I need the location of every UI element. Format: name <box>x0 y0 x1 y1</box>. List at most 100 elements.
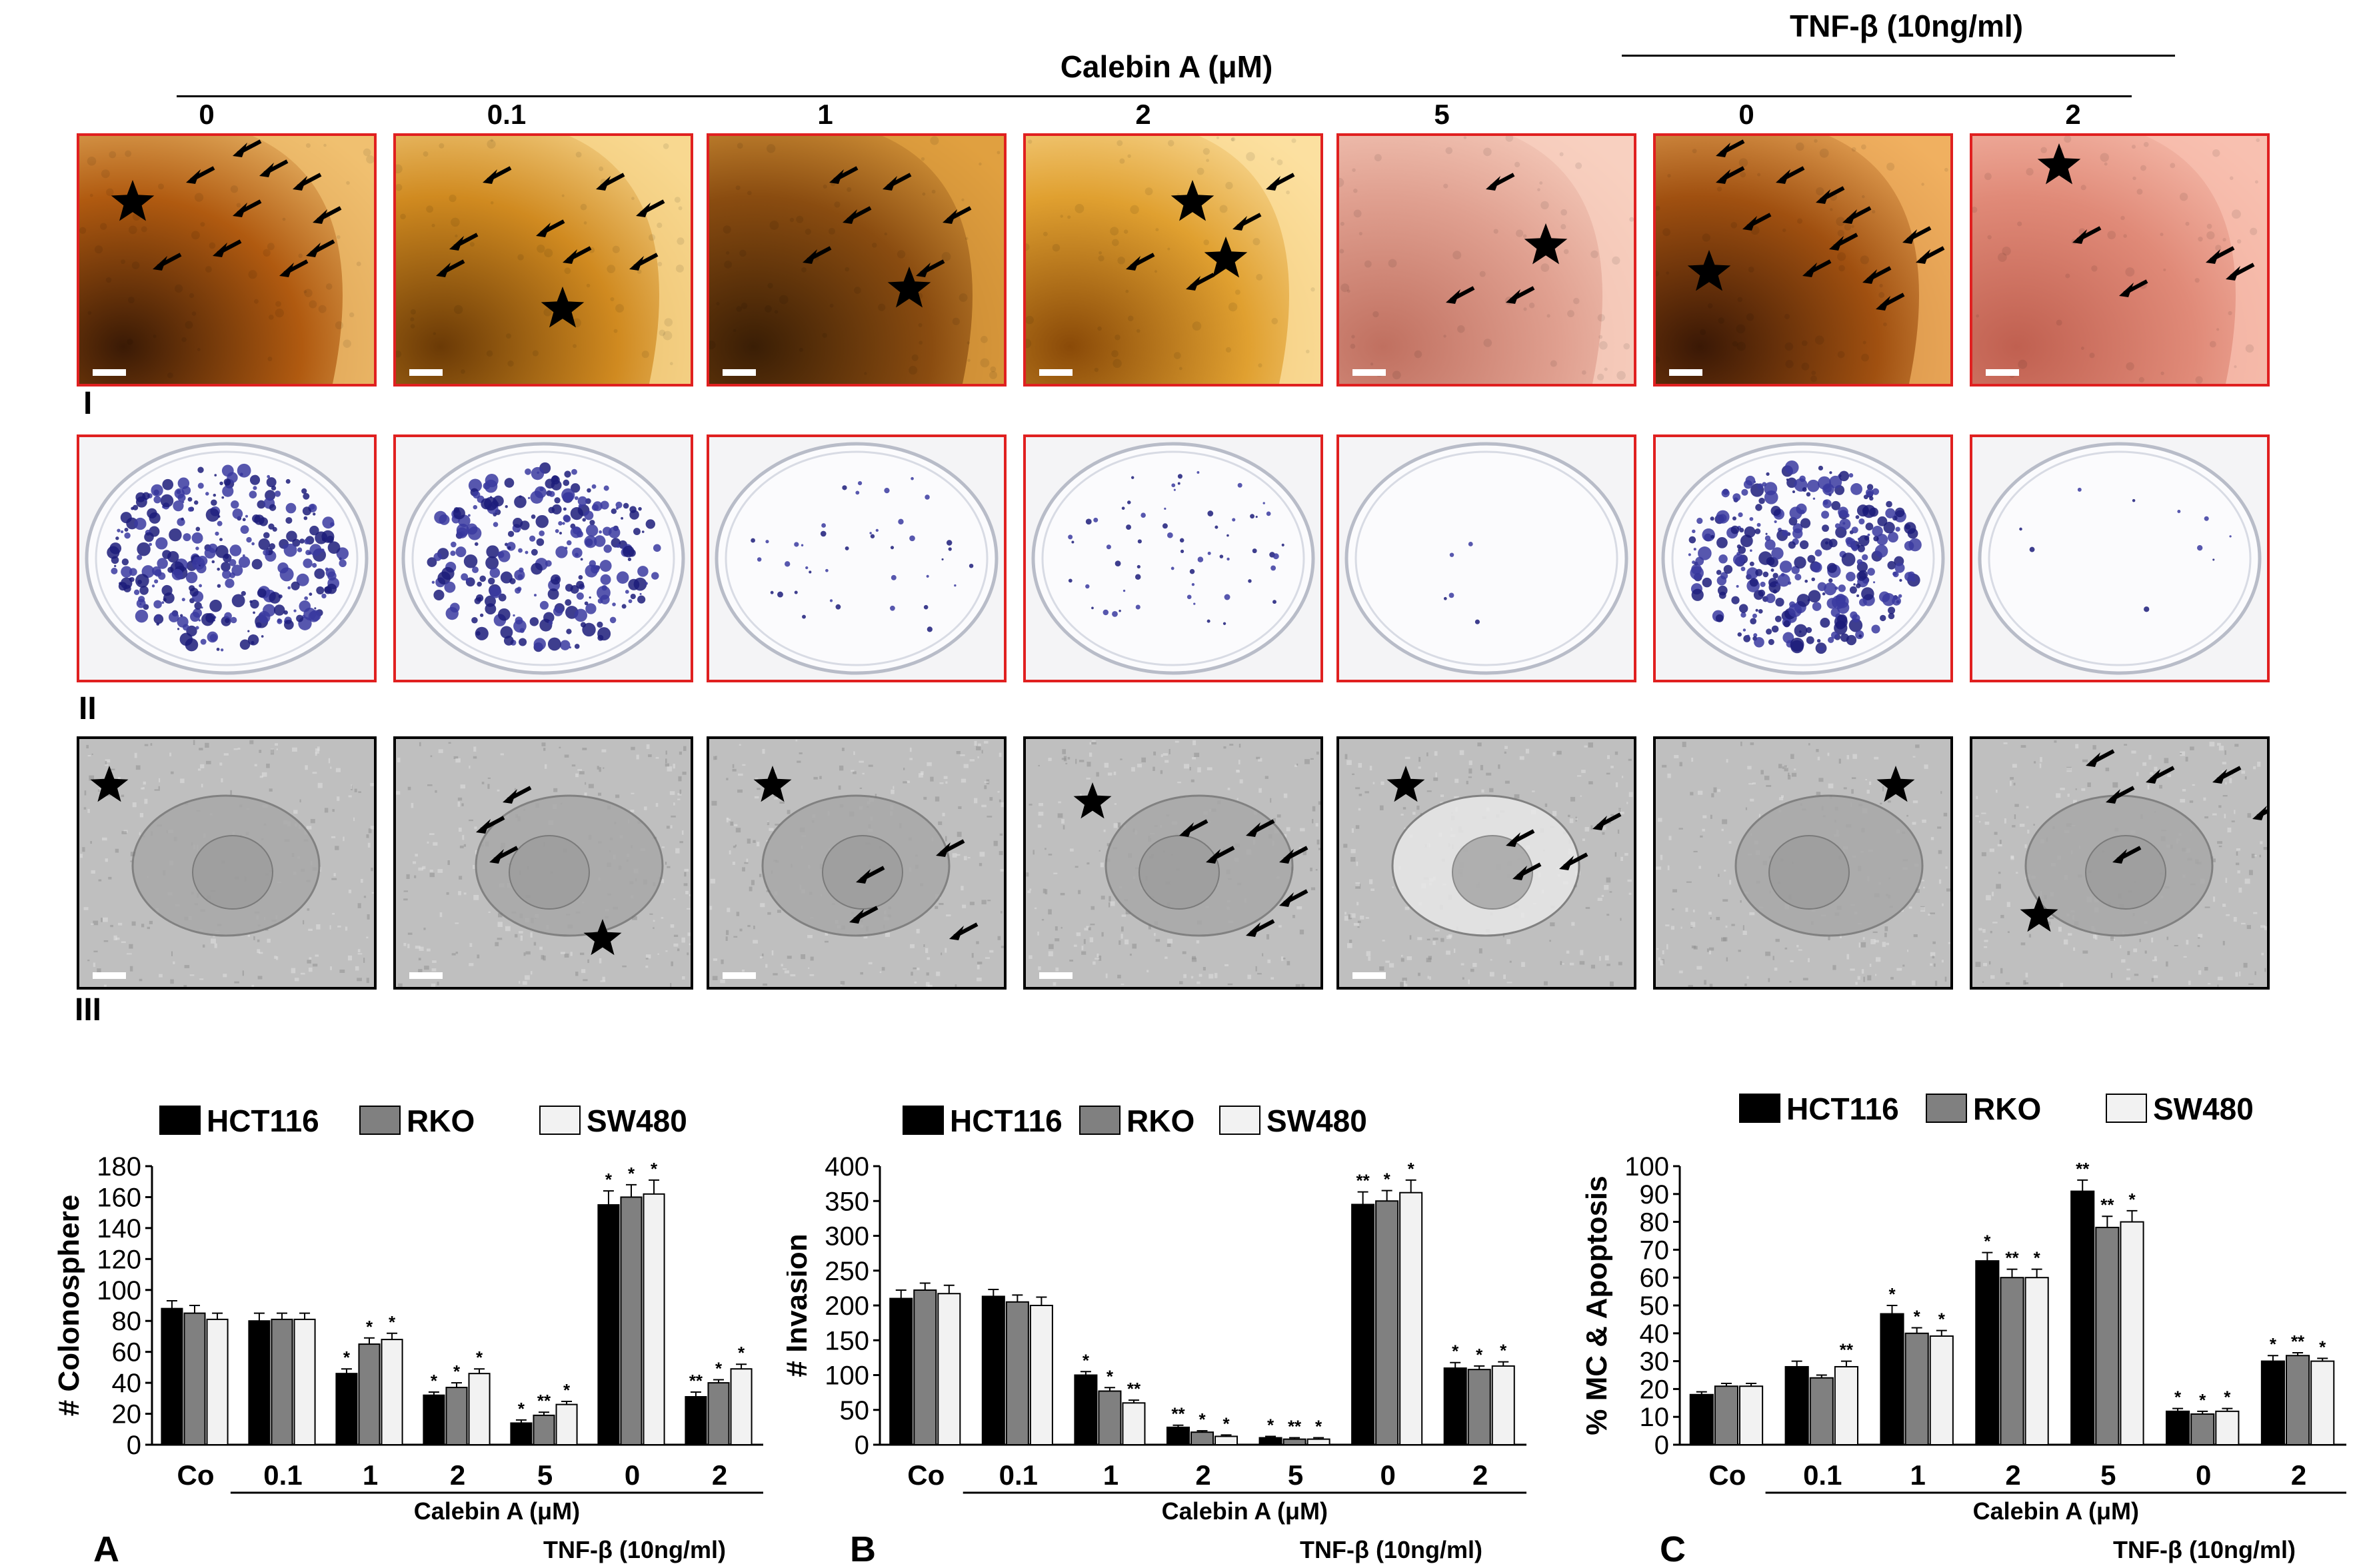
bar-sw480 <box>555 1403 578 1445</box>
tnf-label: TNF-β (10ng/ml) <box>2113 1536 2296 1563</box>
significance-mark: * <box>2224 1387 2231 1407</box>
significance-mark: * <box>1888 1284 1896 1304</box>
arrow-marker <box>1716 166 1745 184</box>
bar-rko <box>358 1343 381 1445</box>
calebin-label: Calebin A (μM) <box>1973 1497 2139 1525</box>
significance-mark: * <box>2319 1337 2326 1357</box>
bar-sw480 <box>1122 1402 1146 1445</box>
x-tick-label: 0.1 <box>1803 1459 1842 1491</box>
bar-hct116 <box>1258 1437 1282 1445</box>
significance-mark: * <box>366 1317 373 1337</box>
y-tick-label: 100 <box>1624 1152 1669 1181</box>
y-tick-label: 40 <box>1640 1319 1670 1349</box>
arrow-marker <box>2212 766 2242 784</box>
arrow-marker <box>259 159 289 177</box>
x-tick-label: 0 <box>2196 1459 2211 1491</box>
scale-bar <box>93 972 126 979</box>
bar-sw480 <box>1834 1365 1859 1445</box>
arrow-marker <box>2252 806 2267 820</box>
scale-bar <box>1039 972 1073 979</box>
significance-mark: * <box>2034 1248 2041 1268</box>
bar-sw480 <box>1306 1438 1330 1446</box>
bar-hct116 <box>597 1204 620 1446</box>
tnf-label: TNF-β (10ng/ml) <box>543 1536 726 1563</box>
y-axis-label: # Colonosphere <box>53 1195 85 1417</box>
x-tick-label: 2 <box>1195 1459 1210 1491</box>
y-tick-label: 80 <box>112 1307 142 1336</box>
y-tick-label: 120 <box>97 1245 141 1274</box>
arrow-marker <box>213 239 242 257</box>
x-tick-label: 2 <box>2291 1459 2306 1491</box>
arrow-marker <box>233 199 262 217</box>
x-tick-label: 0.1 <box>263 1459 302 1491</box>
arrow-marker <box>1559 852 1588 870</box>
colony-plate-image <box>1653 434 1953 682</box>
bar-rko <box>445 1387 468 1446</box>
arrow-marker <box>2086 749 2115 767</box>
significance-mark: * <box>628 1164 635 1183</box>
arrow-marker <box>489 846 519 864</box>
significance-mark: ** <box>1840 1340 1854 1360</box>
scale-bar <box>1352 972 1386 979</box>
significance-mark: * <box>1198 1409 1206 1429</box>
arrow-marker <box>2119 279 2148 297</box>
em-image <box>1653 736 1953 990</box>
arrow-marker <box>306 239 335 257</box>
concentration-label: 0 <box>199 99 215 130</box>
significance-mark: * <box>1500 1341 1507 1361</box>
bar-hct116 <box>510 1422 533 1446</box>
significance-mark: * <box>651 1159 658 1179</box>
significance-mark: ** <box>2291 1331 2305 1351</box>
legend-label: HCT116 <box>1786 1092 1899 1126</box>
arrow-marker <box>1876 293 1905 311</box>
significance-mark: * <box>1452 1341 1459 1361</box>
significance-mark: * <box>1384 1170 1391 1189</box>
y-tick-label: 180 <box>97 1152 141 1181</box>
bar-sw480 <box>1029 1305 1053 1445</box>
bar-hct116 <box>423 1394 445 1446</box>
bar-hct116 <box>248 1320 271 1445</box>
tnf-label: TNF-β (10ng/ml) <box>1300 1536 1482 1563</box>
bar-rko <box>2000 1277 2024 1446</box>
bar-sw480 <box>1929 1335 1954 1446</box>
bar-sw480 <box>1214 1435 1238 1446</box>
arrow-marker <box>233 139 262 157</box>
bar-hct116 <box>1689 1393 1714 1446</box>
em-image <box>1970 736 2270 990</box>
scale-bar <box>409 369 443 376</box>
arrow-marker <box>1246 819 1275 837</box>
arrow-marker <box>476 816 505 834</box>
star-marker <box>1524 223 1568 265</box>
arrow-marker <box>2072 226 2102 244</box>
star-marker <box>1204 237 1248 278</box>
em-image <box>393 736 693 990</box>
legend-label: HCT116 <box>207 1104 319 1138</box>
colony-plate-image <box>393 434 693 682</box>
panel-letter: C <box>1660 1529 1686 1568</box>
tnf-header-line <box>1622 55 2175 57</box>
arrow-marker <box>843 206 872 224</box>
arrow-marker <box>483 166 512 184</box>
arrow-marker <box>1842 206 1872 224</box>
significance-mark: * <box>563 1380 571 1400</box>
arrow-marker <box>636 199 665 217</box>
concentration-label: 1 <box>817 99 833 130</box>
arrow-marker <box>1716 139 1745 157</box>
arrow-marker <box>1279 846 1308 864</box>
y-tick-label: 60 <box>112 1338 142 1367</box>
scale-bar <box>1039 369 1073 376</box>
significance-mark: * <box>1222 1413 1230 1433</box>
significance-mark: ** <box>2005 1248 2019 1268</box>
x-tick-label: 0.1 <box>999 1459 1038 1491</box>
legend-swatch <box>1079 1106 1121 1135</box>
spheroid-image <box>1970 133 2270 387</box>
y-tick-label: 100 <box>825 1361 869 1391</box>
star-marker <box>583 919 622 956</box>
significance-mark: * <box>2174 1387 2182 1407</box>
bar-hct116 <box>1166 1426 1190 1445</box>
arrow-marker <box>1186 273 1215 291</box>
legend-swatch <box>1739 1094 1780 1123</box>
significance-mark: * <box>605 1170 613 1189</box>
star-marker <box>753 766 792 802</box>
bar-rko <box>707 1382 730 1445</box>
